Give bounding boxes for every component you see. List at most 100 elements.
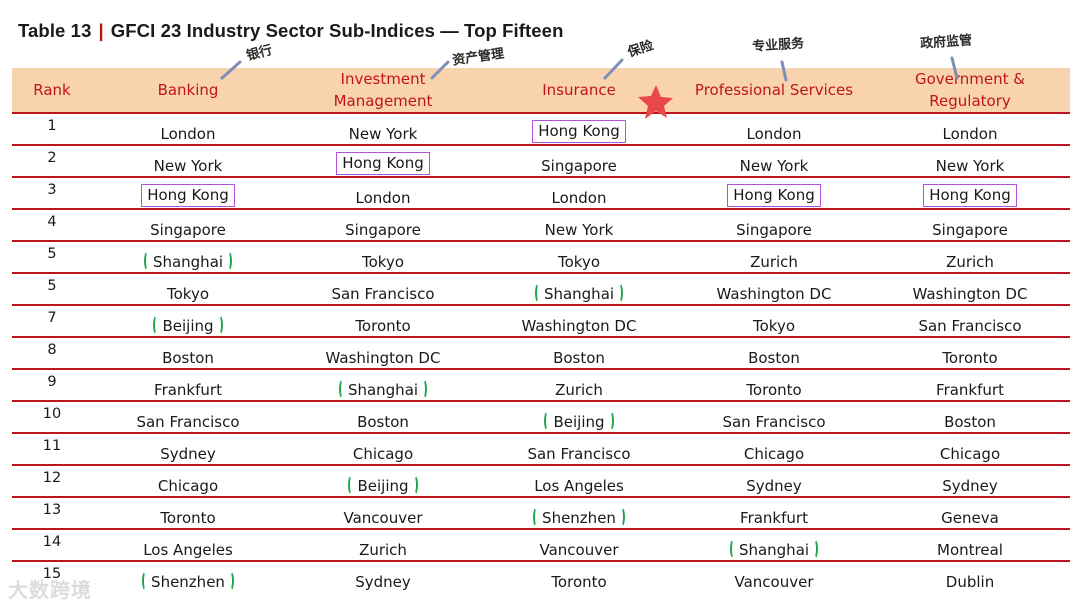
row-divider xyxy=(12,304,1070,306)
city-name: San Francisco xyxy=(722,413,826,431)
city-name: London xyxy=(355,189,411,207)
cell-banking: Beijing xyxy=(93,306,283,338)
city-name: Boston xyxy=(162,349,214,367)
cell-banking: Hong Kong xyxy=(93,178,283,210)
rank-value: 10 xyxy=(42,406,62,422)
cell-investment: Chicago xyxy=(288,434,478,466)
cell-investment: New York xyxy=(288,114,478,146)
table-row: 9 Frankfurt Shanghai Zurich Toronto Frankfurt xyxy=(12,370,1070,402)
header-insurance: Insurance xyxy=(542,81,616,99)
cell-banking: New York xyxy=(93,146,283,178)
cell-investment: San Francisco xyxy=(288,274,478,306)
cell-rank: 1 xyxy=(22,114,82,146)
cell-insurance: Hong Kong xyxy=(484,114,674,146)
row-divider xyxy=(12,528,1070,530)
row-divider xyxy=(12,336,1070,338)
city-name: Montreal xyxy=(937,541,1003,559)
city-name: Singapore xyxy=(932,221,1008,239)
cell-professional: Zurich xyxy=(679,242,869,274)
cell-insurance: Zurich xyxy=(484,370,674,402)
cell-insurance: Tokyo xyxy=(484,242,674,274)
annotation-government: 政府监管 xyxy=(919,33,973,52)
city-name: Hong Kong xyxy=(336,152,430,175)
city-name: San Francisco xyxy=(136,413,240,431)
cell-rank: 12 xyxy=(22,466,82,498)
header-professional: Professional Services xyxy=(694,81,854,99)
header-rank: Rank xyxy=(33,81,71,99)
cell-government: Washington DC xyxy=(875,274,1065,306)
cell-government: Sydney xyxy=(875,466,1065,498)
city-name: Sydney xyxy=(160,445,216,463)
city-name: Shenzhen xyxy=(533,507,625,527)
table-row: 13 Toronto Vancouver Shenzhen Frankfurt Genev… xyxy=(12,498,1070,530)
annotation-professional: 专业服务 xyxy=(751,36,805,55)
cell-professional: Hong Kong xyxy=(679,178,869,210)
rank-value: 7 xyxy=(47,310,57,326)
city-name: Beijing xyxy=(153,315,223,335)
city-name: Vancouver xyxy=(734,573,814,591)
rank-value: 12 xyxy=(42,470,62,486)
cell-government: Geneva xyxy=(875,498,1065,530)
cell-investment: London xyxy=(288,178,478,210)
cell-banking: Tokyo xyxy=(93,274,283,306)
city-name: Shanghai xyxy=(729,539,819,559)
city-name: Los Angeles xyxy=(534,477,624,495)
cell-insurance: San Francisco xyxy=(484,434,674,466)
city-name: Beijing xyxy=(544,411,614,431)
cell-government: Zurich xyxy=(875,242,1065,274)
cell-rank: 11 xyxy=(22,434,82,466)
table-row: 7 Beijing Toronto Washington DC Tokyo San Fra… xyxy=(12,306,1070,338)
rank-value: 8 xyxy=(47,342,57,358)
cell-government: Singapore xyxy=(875,210,1065,242)
city-name: Shanghai xyxy=(338,379,428,399)
rank-value: 14 xyxy=(42,534,62,550)
city-name: Boston xyxy=(944,413,996,431)
table-row: 12 Chicago Beijing Los Angeles Sydney Sydney xyxy=(12,466,1070,498)
cell-government: Dublin xyxy=(875,562,1065,594)
arrow-government xyxy=(950,56,959,80)
rank-value: 9 xyxy=(47,374,57,390)
city-name: Singapore xyxy=(150,221,226,239)
table-row: 10 San Francisco Boston Beijing San Francisc… xyxy=(12,402,1070,434)
row-divider xyxy=(12,560,1070,562)
city-name: New York xyxy=(739,157,809,175)
header-row xyxy=(12,68,1070,112)
cell-banking: Frankfurt xyxy=(93,370,283,402)
cell-investment: Singapore xyxy=(288,210,478,242)
city-name: Washington DC xyxy=(912,285,1028,303)
cell-professional: Washington DC xyxy=(679,274,869,306)
city-name: Tokyo xyxy=(753,317,795,335)
cell-rank: 13 xyxy=(22,498,82,530)
cell-government: Montreal xyxy=(875,530,1065,562)
cell-investment: Toronto xyxy=(288,306,478,338)
city-name: Hong Kong xyxy=(923,184,1017,207)
cell-rank: 7 xyxy=(22,306,82,338)
cell-investment: Zurich xyxy=(288,530,478,562)
city-name: Dublin xyxy=(945,573,995,591)
cell-professional: Tokyo xyxy=(679,306,869,338)
city-name: Tokyo xyxy=(167,285,209,303)
cell-rank: 2 xyxy=(22,146,82,178)
table-row: 1 London New York Hong Kong London London xyxy=(12,114,1070,146)
cell-government: San Francisco xyxy=(875,306,1065,338)
cell-professional: Sydney xyxy=(679,466,869,498)
cell-government: Toronto xyxy=(875,338,1065,370)
city-name: Tokyo xyxy=(362,253,404,271)
cell-banking: Chicago xyxy=(93,466,283,498)
table-row: 14 Los Angeles Zurich Vancouver Shanghai Mont… xyxy=(12,530,1070,562)
city-name: Zurich xyxy=(946,253,994,271)
table-row: 4 Singapore Singapore New York Singapore Sing… xyxy=(12,210,1070,242)
city-name: Vancouver xyxy=(343,509,423,527)
city-name: Zurich xyxy=(555,381,603,399)
table-row: 5 Shanghai Tokyo Tokyo Zurich Zurich xyxy=(12,242,1070,274)
rank-value: 3 xyxy=(47,182,57,198)
city-name: London xyxy=(942,125,998,143)
cell-government: Frankfurt xyxy=(875,370,1065,402)
cell-insurance: Vancouver xyxy=(484,530,674,562)
cell-insurance: Los Angeles xyxy=(484,466,674,498)
cell-insurance: London xyxy=(484,178,674,210)
table-row: 2 New York Hong Kong Singapore New York New Y… xyxy=(12,146,1070,178)
city-name: London xyxy=(746,125,802,143)
city-name: Geneva xyxy=(941,509,999,527)
